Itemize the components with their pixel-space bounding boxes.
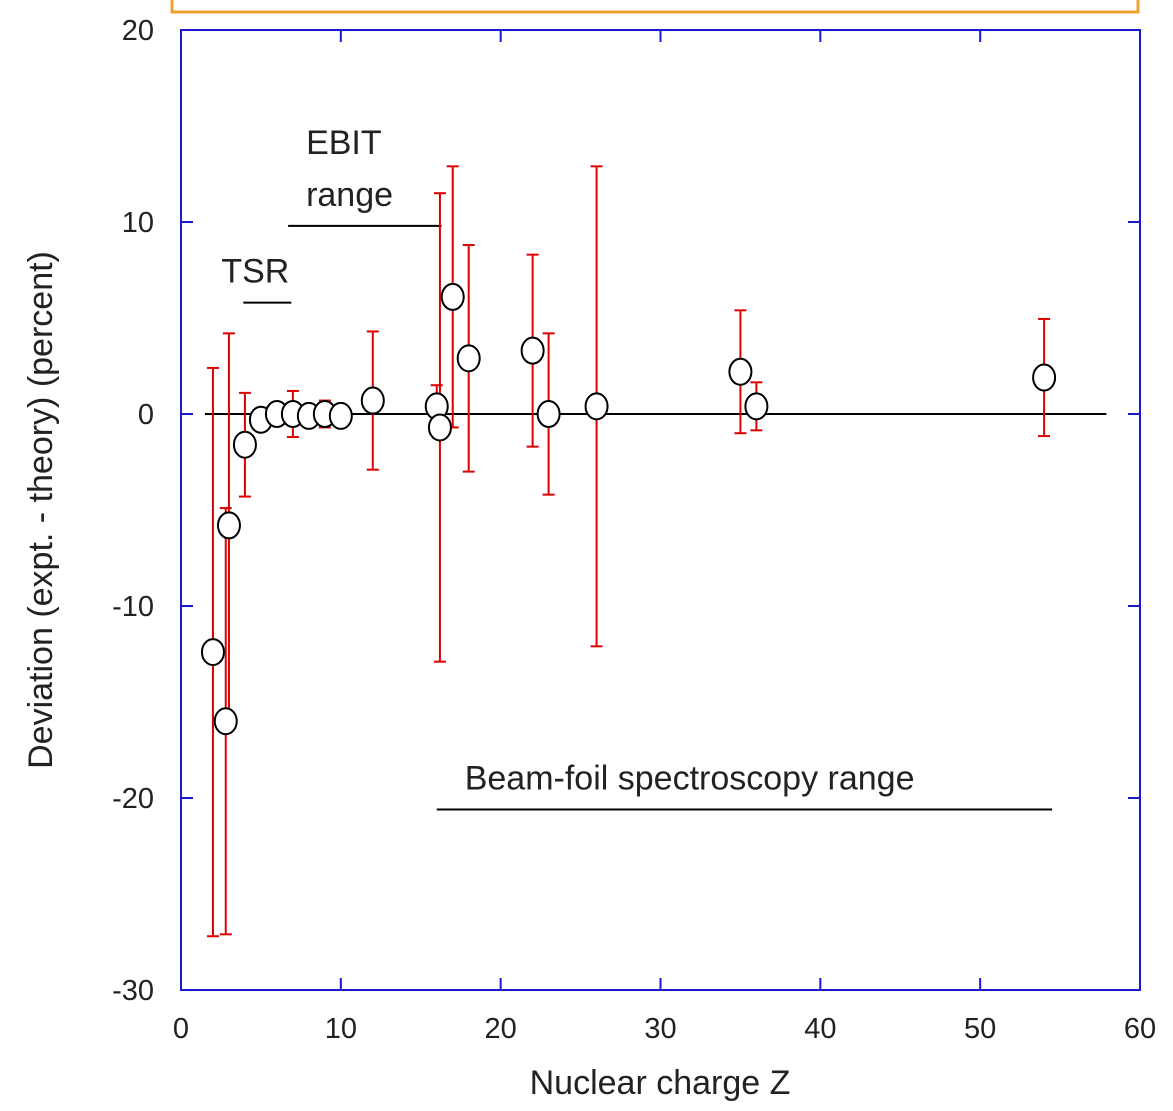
plot-frame	[180, 29, 1141, 991]
y-tick-label: 20	[122, 15, 154, 47]
range-label: range	[306, 176, 393, 214]
marker	[1032, 363, 1057, 392]
marker	[744, 392, 769, 421]
marker	[536, 400, 561, 428]
marker	[456, 344, 481, 373]
y-tick-label: -10	[112, 591, 154, 623]
marker	[216, 511, 241, 540]
y-tick-label: 0	[138, 399, 154, 431]
x-tick-label: 20	[485, 1013, 517, 1045]
x-tick-label: 60	[1124, 1013, 1156, 1045]
x-tick-label: 50	[964, 1013, 996, 1045]
y-tick-label: -30	[112, 975, 154, 1007]
marker	[360, 386, 385, 415]
range-label: TSR	[221, 253, 289, 291]
marker	[440, 282, 465, 311]
marker	[200, 638, 225, 667]
x-tick-label: 40	[804, 1013, 836, 1045]
top-frame	[170, 0, 1140, 14]
marker	[232, 430, 257, 459]
marker	[427, 413, 452, 442]
x-tick-label: 10	[325, 1013, 357, 1045]
y-tick-label: -20	[112, 783, 154, 815]
marker	[328, 401, 353, 430]
marker	[584, 392, 609, 421]
marker	[728, 357, 753, 386]
x-tick-label: 30	[644, 1013, 676, 1045]
x-tick-label: 0	[173, 1013, 189, 1045]
y-tick-label: 10	[122, 207, 154, 239]
marker	[520, 336, 545, 365]
range-label: EBIT	[306, 124, 382, 162]
y-axis-label: Deviation (expt. - theory) (percent)	[22, 251, 60, 769]
range-label: Beam-foil spectroscopy range	[465, 760, 915, 798]
marker	[213, 707, 238, 736]
x-axis-label: Nuclear charge Z	[530, 1064, 791, 1102]
